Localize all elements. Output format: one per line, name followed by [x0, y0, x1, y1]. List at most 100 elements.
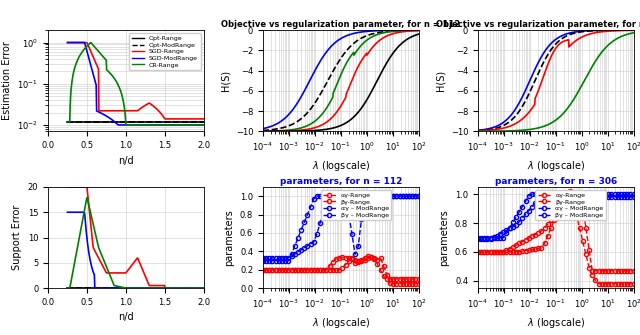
βγ – ModRange: [557, 192, 564, 196]
αγ-Range: [477, 250, 485, 254]
αγ-Range: [269, 268, 276, 272]
βγ-Range: [405, 281, 413, 285]
βγ – ModRange: [392, 194, 400, 198]
αγ-Range: [351, 261, 359, 265]
βγ-Range: [323, 268, 330, 272]
αγ-Range: [554, 211, 561, 215]
βγ-Range: [339, 266, 346, 270]
αγ – ModRange: [518, 216, 526, 220]
αγ-Range: [627, 282, 634, 286]
Line: βγ – ModRange: βγ – ModRange: [476, 192, 636, 240]
αγ-Range: [389, 277, 397, 281]
βγ – ModRange: [361, 194, 369, 198]
βγ-Range: [598, 269, 605, 273]
βγ – ModRange: [269, 259, 276, 263]
αγ-Range: [300, 268, 308, 272]
βγ-Range: [515, 242, 523, 246]
αγ – ModRange: [351, 252, 359, 256]
βγ-Range: [266, 268, 273, 272]
βγ-Range: [272, 268, 280, 272]
Y-axis label: H(S): H(S): [435, 70, 445, 91]
αγ-Range: [534, 246, 542, 250]
αγ-Range: [512, 250, 520, 254]
αγ – ModRange: [396, 194, 403, 198]
βγ – ModRange: [531, 192, 539, 196]
αγ-Range: [550, 218, 558, 222]
αγ – ModRange: [259, 256, 267, 260]
βγ-Range: [415, 281, 422, 285]
βγ-Range: [617, 269, 625, 273]
αγ-Range: [371, 256, 378, 260]
αγ-Range: [604, 282, 612, 286]
βγ-Range: [396, 281, 403, 285]
αγ – ModRange: [490, 235, 497, 239]
βγ-Range: [367, 255, 375, 259]
αγ-Range: [509, 250, 516, 254]
αγ-Range: [544, 233, 552, 238]
αγ – ModRange: [611, 195, 618, 199]
X-axis label: $\lambda$ (logscale): $\lambda$ (logscale): [312, 316, 370, 330]
αγ – ModRange: [300, 246, 308, 250]
βγ – ModRange: [377, 194, 385, 198]
βγ – ModRange: [477, 236, 485, 240]
βγ – ModRange: [595, 192, 602, 196]
Legend: αγ-Range, βγ-Range, αγ – ModRange, βγ – ModRange: αγ-Range, βγ-Range, αγ – ModRange, βγ – …: [321, 190, 391, 220]
αγ – ModRange: [323, 199, 330, 203]
βγ-Range: [377, 256, 385, 260]
X-axis label: $\lambda$ (logscale): $\lambda$ (logscale): [312, 159, 370, 173]
βγ – ModRange: [399, 194, 406, 198]
αγ – ModRange: [313, 232, 321, 236]
αγ-Range: [563, 194, 571, 198]
βγ-Range: [259, 268, 267, 272]
αγ-Range: [531, 247, 539, 251]
αγ – ModRange: [585, 195, 593, 199]
βγ-Range: [531, 232, 539, 237]
βγ – ModRange: [490, 236, 497, 240]
βγ – ModRange: [563, 192, 571, 196]
βγ – ModRange: [345, 194, 353, 198]
αγ-Range: [262, 268, 270, 272]
βγ-Range: [269, 268, 276, 272]
αγ-Range: [588, 272, 596, 276]
αγ-Range: [620, 282, 628, 286]
αγ – ModRange: [392, 194, 400, 198]
αγ – ModRange: [566, 192, 574, 196]
αγ – ModRange: [474, 237, 482, 241]
βγ-Range: [262, 268, 270, 272]
βγ-Range: [614, 269, 621, 273]
αγ-Range: [272, 268, 280, 272]
αγ – ModRange: [554, 192, 561, 196]
αγ – ModRange: [262, 256, 270, 260]
βγ – ModRange: [389, 194, 397, 198]
αγ – ModRange: [389, 194, 397, 198]
βγ-Range: [364, 254, 372, 258]
βγ-Range: [493, 250, 500, 254]
βγ-Range: [557, 207, 564, 211]
βγ-Range: [607, 269, 615, 273]
βγ-Range: [560, 203, 568, 207]
βγ – ModRange: [538, 192, 545, 196]
βγ-Range: [509, 245, 516, 249]
βγ – ModRange: [585, 192, 593, 196]
βγ-Range: [474, 250, 482, 254]
αγ – ModRange: [512, 223, 520, 227]
βγ-Range: [512, 243, 520, 247]
Line: βγ-Range: βγ-Range: [261, 254, 420, 285]
βγ-Range: [351, 258, 359, 262]
αγ-Range: [570, 193, 577, 197]
αγ – ModRange: [319, 210, 327, 214]
Y-axis label: Support Error: Support Error: [12, 205, 22, 270]
αγ-Range: [285, 268, 292, 272]
αγ-Range: [484, 250, 492, 254]
βγ – ModRange: [601, 192, 609, 196]
βγ – ModRange: [518, 205, 526, 209]
βγ – ModRange: [348, 194, 356, 198]
αγ-Range: [595, 282, 602, 286]
Y-axis label: parameters: parameters: [439, 209, 449, 266]
βγ-Range: [291, 268, 298, 272]
βγ – ModRange: [310, 197, 317, 201]
αγ – ModRange: [294, 250, 301, 254]
αγ – ModRange: [534, 197, 542, 201]
αγ-Range: [415, 277, 422, 281]
αγ-Range: [573, 213, 580, 217]
